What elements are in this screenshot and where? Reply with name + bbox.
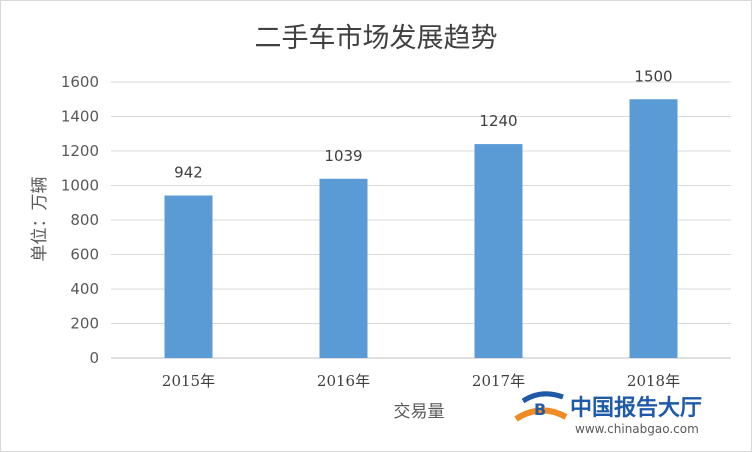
data-label: 1039 — [324, 147, 362, 165]
watermark-logo-text: 中国报告大厅 — [570, 396, 702, 421]
x-tick-labels: 2015年 2016年 2017年 2018年 — [162, 372, 680, 390]
bar — [629, 99, 678, 358]
y-tick-label: 800 — [70, 211, 99, 229]
bar — [474, 144, 523, 358]
y-axis-title: 单位：万辆 — [30, 177, 50, 262]
data-label: 1240 — [479, 112, 517, 130]
y-tick-label: 1000 — [61, 177, 99, 195]
y-tick-label: 1600 — [61, 73, 99, 91]
watermark: B 中国报告大厅 www.chinabgao.com — [514, 391, 702, 436]
y-tick-label: 1200 — [61, 142, 99, 160]
chart-title: 二手车市场发展趋势 — [255, 23, 498, 54]
y-tick-label: 200 — [70, 315, 99, 333]
y-tick-label: 600 — [70, 246, 99, 264]
y-tick-label: 400 — [70, 280, 99, 298]
x-tick-label: 2018年 — [627, 372, 680, 390]
y-tick-label: 0 — [89, 349, 99, 367]
x-tick-label: 2015年 — [162, 372, 215, 390]
bar — [319, 178, 368, 358]
x-tick-label: 2017年 — [472, 372, 525, 390]
x-axis-title: 交易量 — [394, 402, 445, 422]
watermark-url: www.chinabgao.com — [575, 422, 699, 436]
x-tick-label: 2016年 — [317, 372, 370, 390]
bars — [164, 99, 678, 358]
y-tick-labels: 0 200 400 600 800 1000 1200 1400 1600 — [61, 73, 99, 367]
watermark-logo-icon: B — [514, 391, 568, 422]
svg-text:B: B — [534, 400, 546, 419]
data-label: 942 — [174, 164, 203, 182]
bar — [164, 195, 213, 358]
gridlines — [111, 81, 731, 359]
data-labels: 942 1039 1240 1500 — [174, 67, 672, 181]
y-tick-label: 1400 — [61, 108, 99, 126]
data-label: 1500 — [634, 67, 672, 85]
